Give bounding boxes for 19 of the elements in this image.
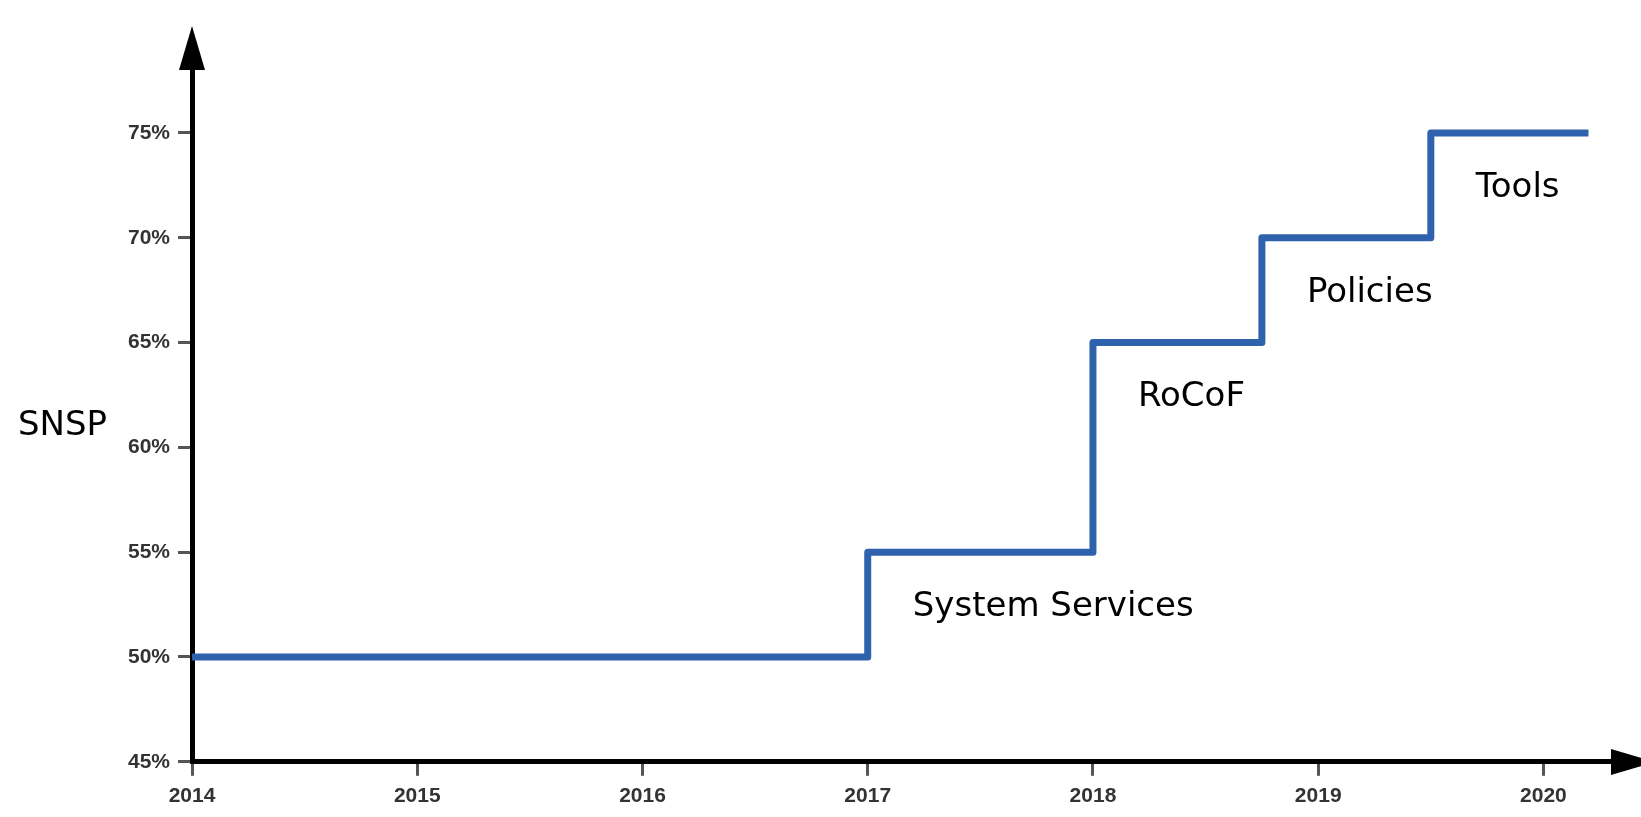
y-tick-label: 75% [128, 119, 171, 143]
x-tick-label: 2018 [1069, 783, 1117, 807]
annotation: Tools [1474, 164, 1560, 205]
y-tick-label: 70% [128, 224, 171, 248]
y-tick-label: 65% [128, 329, 171, 353]
x-tick-label: 2016 [619, 783, 666, 807]
x-tick-label: 2019 [1294, 783, 1342, 807]
x-tick-label: 2020 [1520, 783, 1567, 807]
y-tick-label: 45% [128, 748, 171, 772]
y-tick-label: 55% [128, 538, 171, 562]
y-axis-title: SNSP [18, 402, 108, 443]
y-tick-label: 50% [128, 643, 171, 667]
annotation: RoCoF [1137, 374, 1245, 415]
x-tick-label: 2014 [168, 783, 216, 807]
x-tick-label: 2015 [393, 783, 441, 807]
x-tick-label: 2017 [844, 783, 892, 807]
annotation: Policies [1306, 269, 1433, 310]
annotation: System Services [912, 583, 1194, 624]
y-tick-label: 60% [128, 434, 171, 458]
